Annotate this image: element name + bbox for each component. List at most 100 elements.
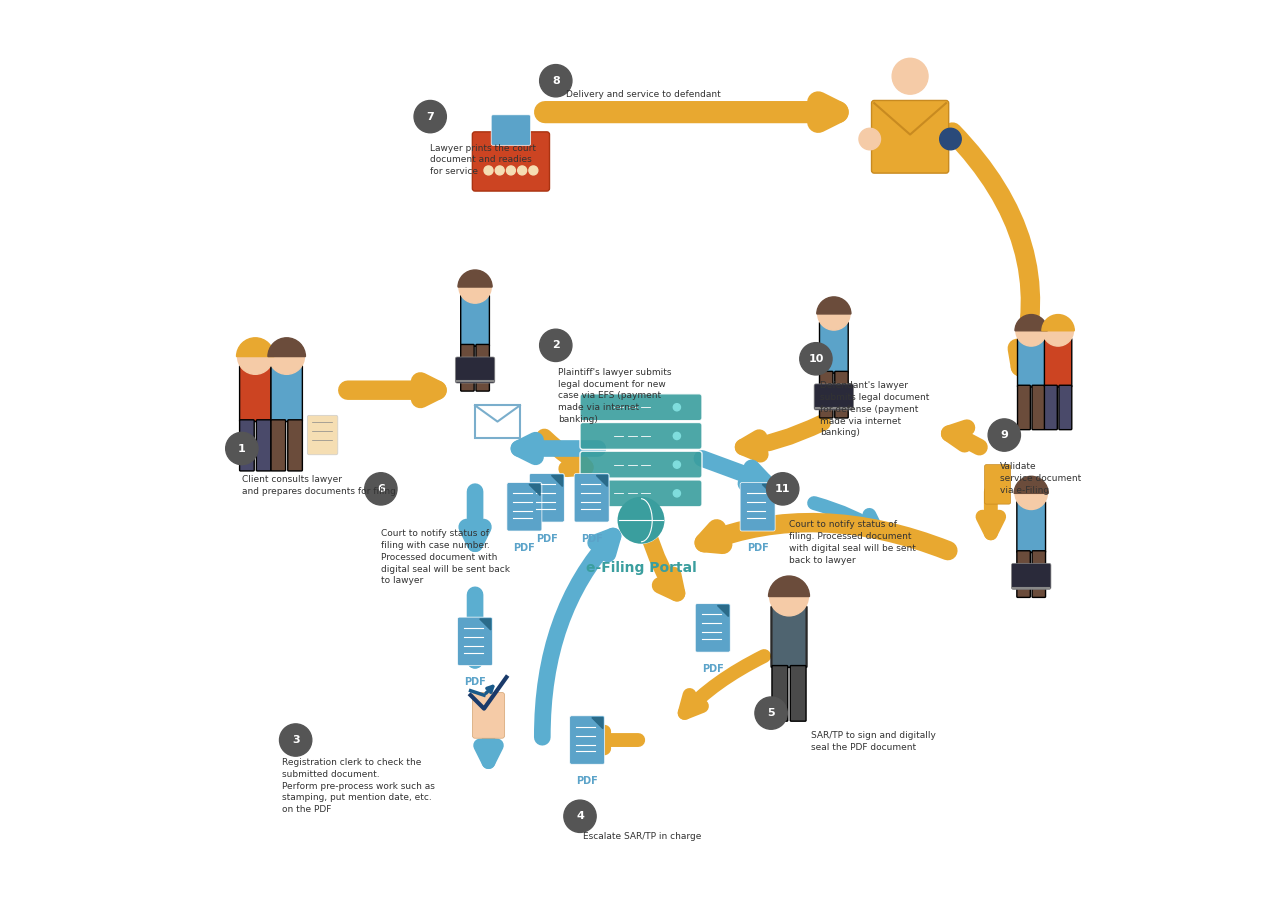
Circle shape [226,432,258,465]
Text: Escalate SAR/TP in charge: Escalate SAR/TP in charge [583,832,701,841]
Circle shape [800,343,832,375]
Circle shape [673,432,681,440]
Text: 8: 8 [553,75,560,86]
FancyBboxPatch shape [472,692,505,738]
FancyBboxPatch shape [579,451,703,478]
Text: Defendant's lawyer
submits legal document
for defense (payment
made via internet: Defendant's lawyer submits legal documen… [820,381,929,438]
FancyBboxPatch shape [256,420,271,471]
Circle shape [414,100,446,133]
Circle shape [673,461,681,468]
FancyBboxPatch shape [240,420,254,471]
Text: e-Filing Portal: e-Filing Portal [586,561,696,575]
Circle shape [940,128,962,150]
Text: PDF: PDF [464,677,486,687]
Wedge shape [1042,315,1074,331]
Circle shape [1015,477,1047,509]
FancyBboxPatch shape [458,617,492,666]
Circle shape [506,166,515,175]
Polygon shape [596,475,608,486]
Text: 7: 7 [427,111,435,122]
FancyBboxPatch shape [835,371,849,418]
Circle shape [859,128,881,150]
Text: Registration clerk to check the
submitted document.
Perform pre-process work suc: Registration clerk to check the submitte… [282,758,435,814]
Polygon shape [529,484,540,495]
FancyBboxPatch shape [569,716,605,764]
FancyBboxPatch shape [740,483,776,531]
FancyBboxPatch shape [985,465,1010,504]
Circle shape [755,697,787,729]
FancyBboxPatch shape [819,322,849,373]
Text: Validate
service document
via e-Filing: Validate service document via e-Filing [1000,462,1081,494]
FancyBboxPatch shape [460,344,474,391]
FancyBboxPatch shape [506,483,542,531]
Text: Plaintiff's lawyer submits
legal document for new
case via EFS (payment
made via: Plaintiff's lawyer submits legal documen… [559,368,672,424]
Text: 9: 9 [1000,430,1008,440]
Circle shape [818,298,850,330]
Text: Court to notify status of
filing. Processed document
with digital seal will be s: Court to notify status of filing. Proces… [788,520,915,564]
Polygon shape [718,605,728,616]
Text: 4: 4 [576,811,583,822]
Circle shape [269,339,304,374]
FancyBboxPatch shape [271,420,286,471]
Wedge shape [1014,476,1049,493]
Text: 3: 3 [292,735,300,745]
Text: SAR/TP to sign and digitally
seal the PDF document: SAR/TP to sign and digitally seal the PD… [812,731,936,752]
Text: Court to notify status of
filing with case number.
Processed document with
digit: Court to notify status of filing with ca… [381,529,510,586]
Wedge shape [768,576,809,597]
Circle shape [564,800,596,832]
Polygon shape [592,718,603,728]
FancyBboxPatch shape [695,604,731,652]
Circle shape [540,329,572,361]
Wedge shape [268,338,305,356]
FancyBboxPatch shape [814,384,854,410]
FancyBboxPatch shape [460,295,490,346]
FancyBboxPatch shape [579,422,703,449]
FancyBboxPatch shape [1018,338,1045,388]
FancyBboxPatch shape [1017,551,1031,597]
Text: Client consults lawyer
and prepares documents for filing: Client consults lawyer and prepares docu… [242,475,396,496]
Text: PDF: PDF [581,534,603,544]
FancyBboxPatch shape [455,357,495,383]
FancyBboxPatch shape [308,415,338,455]
FancyBboxPatch shape [529,474,564,522]
FancyBboxPatch shape [1032,551,1046,597]
FancyBboxPatch shape [819,371,833,418]
Circle shape [1015,316,1046,346]
Text: PDF: PDF [701,664,723,674]
Polygon shape [551,475,563,486]
FancyBboxPatch shape [271,366,303,422]
Text: PDF: PDF [577,776,599,786]
Circle shape [619,498,663,543]
FancyBboxPatch shape [1017,501,1046,553]
Circle shape [237,339,273,374]
Text: PDF: PDF [746,543,768,553]
Text: 1: 1 [238,443,246,454]
Circle shape [364,473,397,505]
Text: PDF: PDF [536,534,558,544]
FancyBboxPatch shape [1059,386,1072,430]
Wedge shape [817,297,851,314]
Text: 11: 11 [776,483,791,494]
FancyBboxPatch shape [579,394,703,421]
FancyBboxPatch shape [1045,338,1072,388]
FancyBboxPatch shape [1032,386,1045,430]
Circle shape [673,490,681,497]
FancyBboxPatch shape [574,474,609,522]
Circle shape [495,166,504,175]
Circle shape [529,166,538,175]
Circle shape [988,419,1020,451]
FancyBboxPatch shape [476,344,490,391]
Circle shape [485,166,494,175]
FancyBboxPatch shape [772,666,787,721]
FancyBboxPatch shape [579,480,703,507]
Text: Lawyer prints the court
document and readies
for service: Lawyer prints the court document and rea… [431,144,536,176]
Text: 6: 6 [377,483,385,494]
FancyBboxPatch shape [1011,563,1051,589]
Circle shape [769,577,809,616]
FancyBboxPatch shape [472,132,550,191]
Text: PDF: PDF [514,543,536,553]
Text: 5: 5 [767,708,774,718]
FancyBboxPatch shape [240,366,271,422]
Circle shape [518,166,527,175]
Circle shape [459,271,491,303]
